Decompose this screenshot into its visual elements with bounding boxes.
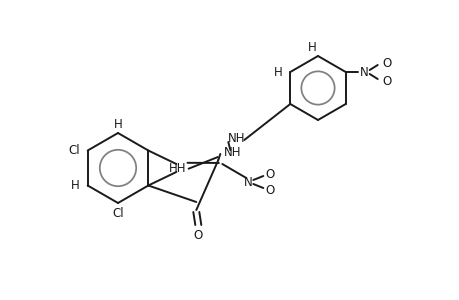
Text: Cl: Cl (68, 144, 79, 157)
Text: Cl: Cl (112, 208, 123, 220)
Text: O: O (193, 230, 202, 242)
Text: H: H (307, 40, 316, 53)
Text: N: N (243, 176, 252, 188)
Text: N: N (359, 65, 368, 79)
Text: H: H (71, 179, 80, 192)
Text: H: H (273, 65, 282, 79)
Text: H: H (113, 118, 122, 130)
Text: NH: NH (227, 131, 245, 145)
Text: NH: NH (223, 146, 241, 158)
Text: O: O (381, 56, 391, 70)
Text: O: O (265, 167, 274, 181)
Text: HH: HH (168, 161, 185, 175)
Text: O: O (381, 74, 391, 88)
Text: O: O (265, 184, 274, 196)
